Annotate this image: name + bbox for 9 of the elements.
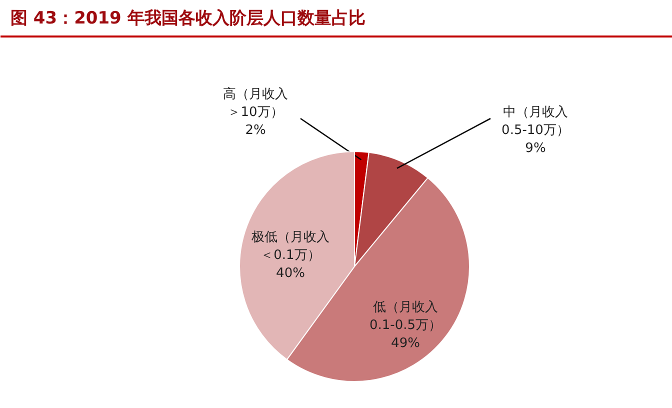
data-label: 2% [245,123,266,138]
slice-label: 极低（月收入＜0.1万） [250,230,330,263]
data-label: 9% [525,141,546,156]
data-label: 49% [391,336,420,351]
slice-label: 高（月收入＞10万） [223,86,288,120]
chart-title: 图 43：2019 年我国各收入阶层人口数量占比 [10,8,366,28]
slice-label: 低（月收入0.1-0.5万） [369,300,442,333]
data-label: 40% [276,266,305,281]
slice-label: 中（月收入0.5-10万） [502,105,570,138]
